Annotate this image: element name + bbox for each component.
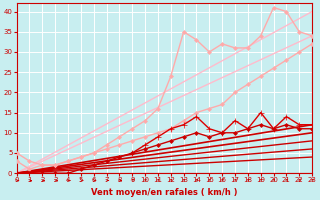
X-axis label: Vent moyen/en rafales ( km/h ): Vent moyen/en rafales ( km/h ) [91,188,238,197]
